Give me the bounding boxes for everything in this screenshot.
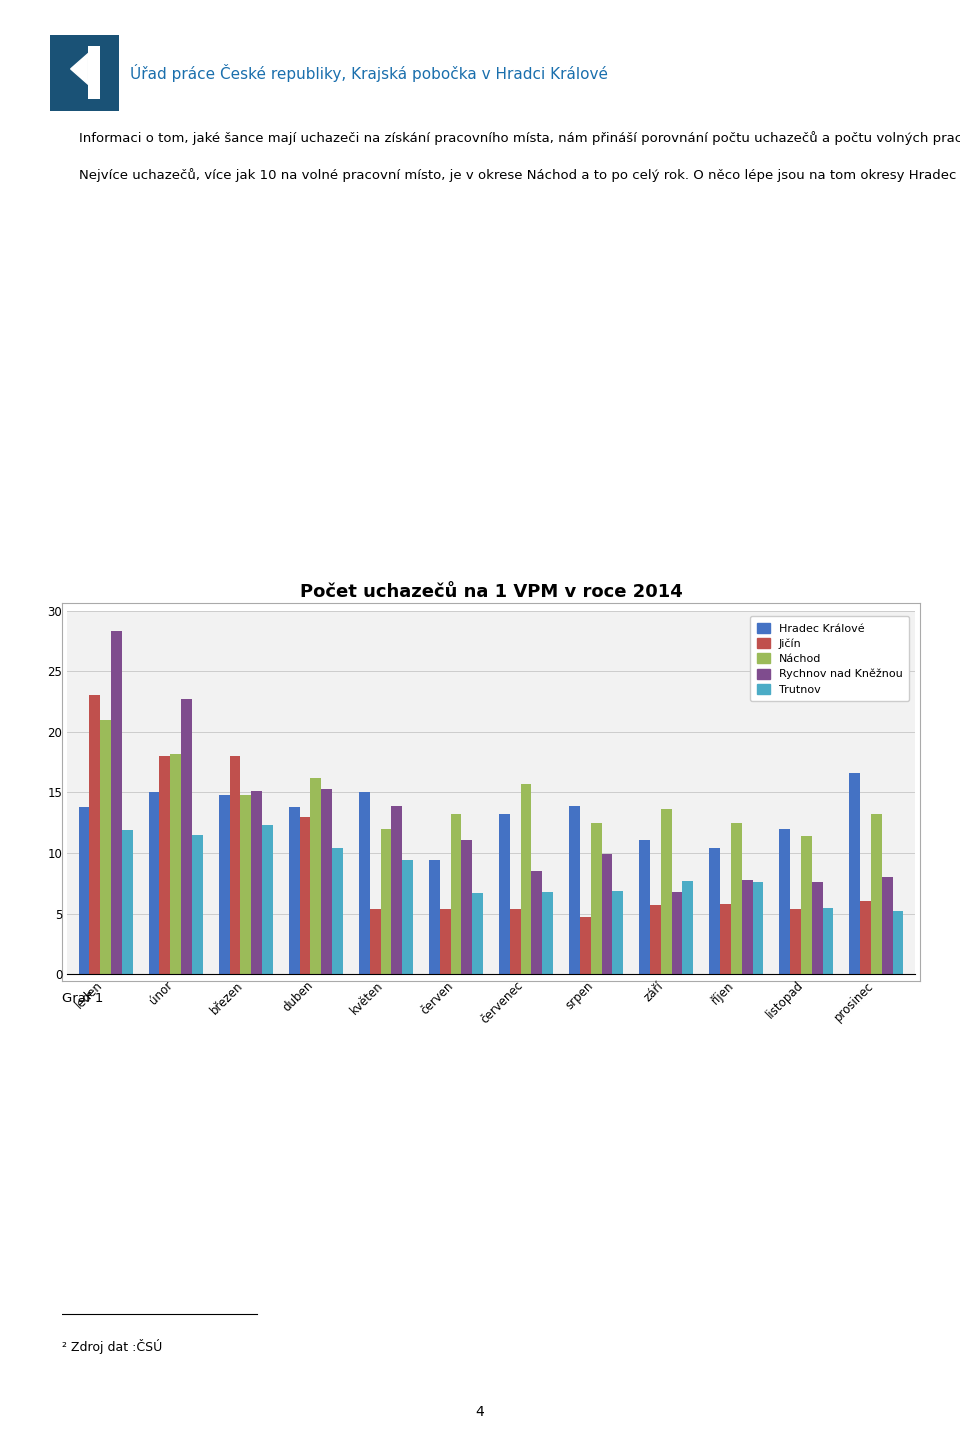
Bar [392, 806, 402, 974]
Bar [322, 788, 332, 974]
Bar [823, 907, 833, 974]
Bar [790, 909, 801, 974]
Bar [262, 826, 273, 974]
Bar [882, 877, 893, 974]
Text: Informaci o tom, jaké šance mají uchazeči na získání pracovního místa, nám přiná: Informaci o tom, jaké šance mají uchazeč… [62, 131, 960, 182]
Bar [159, 756, 170, 974]
Bar [370, 909, 380, 974]
Bar [683, 881, 693, 974]
Bar [532, 871, 542, 974]
Bar [310, 778, 322, 974]
Bar [149, 792, 159, 974]
Bar [289, 807, 300, 974]
Bar [192, 835, 203, 974]
Bar [720, 904, 731, 974]
Bar [462, 839, 472, 974]
Text: ² Zdroj dat :ČSÚ: ² Zdroj dat :ČSÚ [62, 1339, 162, 1354]
Bar [812, 883, 823, 974]
Bar [893, 912, 903, 974]
Bar [402, 861, 413, 974]
Bar [499, 814, 510, 974]
Bar [612, 890, 623, 974]
Text: Graf 1: Graf 1 [62, 993, 104, 1005]
Text: Úřad práce České republiky, Krajská pobočka v Hradci Králové: Úřad práce České republiky, Krajská pobo… [130, 64, 608, 81]
Bar [181, 699, 192, 974]
Bar [850, 774, 860, 974]
Bar [542, 891, 553, 974]
Bar [753, 883, 763, 974]
Bar [219, 795, 229, 974]
Bar [332, 848, 343, 974]
Bar [252, 791, 262, 974]
Bar [780, 829, 790, 974]
Bar [472, 893, 483, 974]
Bar [639, 839, 650, 974]
Bar [240, 795, 252, 974]
Bar [380, 829, 392, 974]
Bar [569, 806, 580, 974]
Bar [429, 861, 440, 974]
Bar [602, 853, 612, 974]
Bar [672, 891, 683, 974]
Bar [170, 753, 181, 974]
Bar [731, 823, 742, 974]
Bar [650, 904, 660, 974]
Bar [111, 631, 122, 974]
Bar [100, 720, 111, 974]
Bar [742, 880, 753, 974]
Bar [300, 817, 310, 974]
Bar [79, 807, 89, 974]
Bar [359, 792, 370, 974]
Bar [88, 47, 101, 99]
Text: 4: 4 [475, 1405, 485, 1419]
Bar [440, 909, 450, 974]
Bar [590, 823, 602, 974]
Legend: Hradec Králové, Jičín, Náchod, Rychnov nad Kněžnou, Trutnov: Hradec Králové, Jičín, Náchod, Rychnov n… [750, 616, 909, 701]
FancyArrow shape [71, 52, 90, 86]
Bar [801, 836, 812, 974]
Bar [580, 917, 590, 974]
Bar [520, 784, 532, 974]
Bar [450, 814, 462, 974]
Title: Počet uchazečů na 1 VPM v roce 2014: Počet uchazečů na 1 VPM v roce 2014 [300, 583, 683, 601]
Bar [510, 909, 520, 974]
Bar [871, 814, 882, 974]
Bar [660, 810, 672, 974]
Bar [89, 695, 100, 974]
Bar [860, 901, 871, 974]
Bar [709, 848, 720, 974]
Bar [229, 756, 240, 974]
Bar [122, 830, 132, 974]
